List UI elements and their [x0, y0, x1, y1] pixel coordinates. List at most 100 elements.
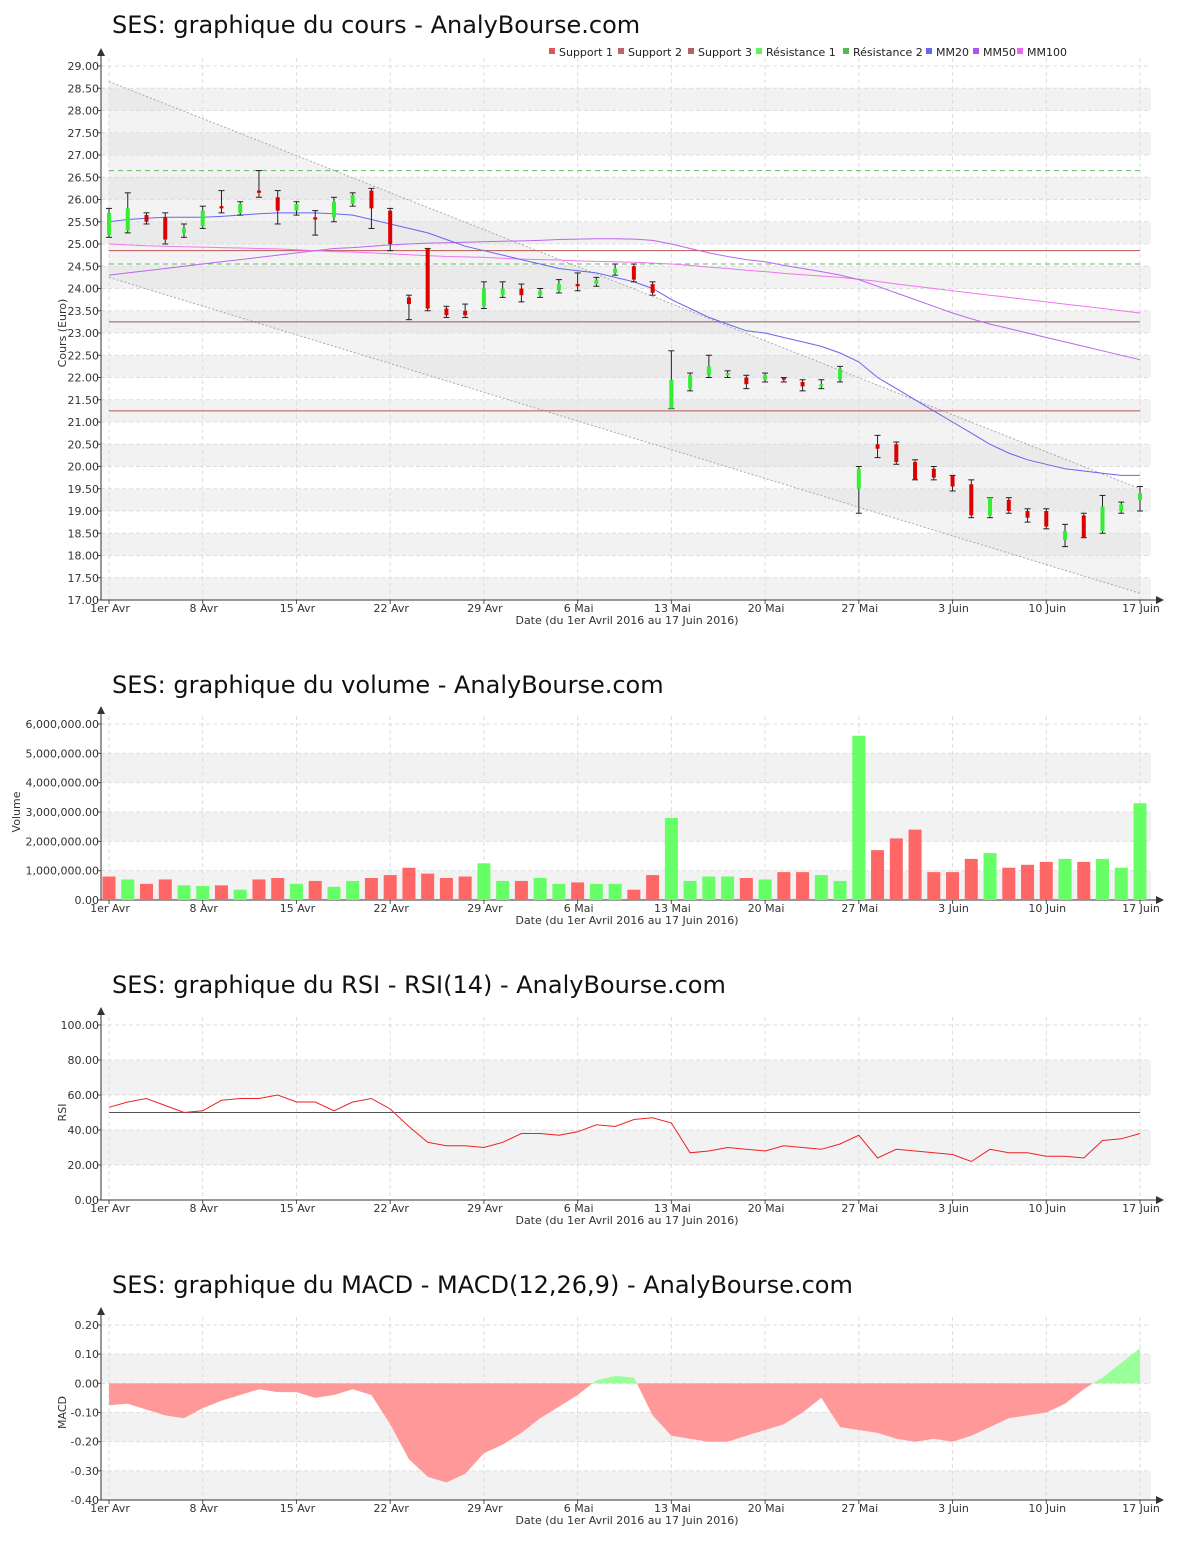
volume-bar [683, 880, 697, 900]
legend-label: Support 2 [628, 46, 682, 59]
candle-body [725, 373, 730, 376]
volume-bar [121, 879, 135, 900]
candle-body [388, 210, 393, 244]
volume-bar [814, 875, 828, 900]
legend-swatch [756, 48, 762, 54]
candle-body [819, 384, 824, 387]
candle-body [650, 284, 655, 293]
volume-bar [364, 878, 378, 900]
price-ytick-label: 22.50 [68, 349, 100, 362]
volume-bar [308, 880, 322, 900]
candle-body [1044, 511, 1049, 527]
volume-bar [983, 853, 997, 900]
volume-chart-title: SES: graphique du volume - AnalyBourse.c… [112, 671, 664, 699]
price-ytick-label: 18.00 [68, 550, 100, 563]
volume-bar [139, 883, 153, 900]
price-ytick-label: 28.00 [68, 105, 100, 118]
price-band [101, 221, 1151, 244]
volume-bar [458, 876, 472, 900]
price-ytick-label: 19.50 [68, 483, 100, 496]
rsi-xtick-label: 8 Avr [190, 1202, 219, 1215]
candle-body [1138, 493, 1142, 500]
rsi-y-axis-arrow [97, 1007, 105, 1015]
volume-bar [383, 875, 397, 900]
legend-label: MM20 [936, 46, 969, 59]
price-xtick-label: 27 Mai [841, 602, 878, 615]
candle-body [144, 215, 149, 222]
trend-channel-upper [108, 81, 1141, 490]
macd-ytick-label: 0.00 [75, 1377, 100, 1390]
legend-label: Résistance 2 [853, 46, 923, 59]
volume-xtick-label: 3 Juin [938, 902, 969, 915]
candle-body [350, 195, 355, 204]
volume-bar [1021, 864, 1035, 900]
price-ytick-label: 17.00 [68, 594, 100, 607]
volume-bar [833, 880, 847, 900]
price-xtick-label: 22 Avr [373, 602, 409, 615]
mm50-line [108, 238, 1141, 361]
volume-xtick-label: 20 Mai [748, 902, 785, 915]
volume-bar [1133, 803, 1147, 900]
candle-body [1025, 511, 1030, 518]
candle-body [706, 366, 711, 376]
volume-bar [664, 817, 678, 900]
macd-positive-area [1093, 1348, 1140, 1384]
candle-body [107, 212, 111, 236]
rsi-xlabel: Date (du 1er Avril 2016 au 17 Juin 2016) [515, 1214, 738, 1227]
volume-bar [796, 872, 810, 900]
price-ytick-label: 25.00 [68, 238, 100, 251]
volume-bar [608, 883, 622, 900]
candle-body [763, 375, 768, 380]
volume-bar [252, 879, 266, 900]
volume-ytick-label: 4,000,000.00 [26, 777, 99, 790]
price-ytick-label: 20.00 [68, 461, 100, 474]
macd-ytick-label: -0.20 [71, 1436, 99, 1449]
volume-bar [646, 875, 660, 900]
macd-xtick-label: 22 Avr [373, 1502, 409, 1515]
price-band [101, 533, 1151, 556]
volume-bar [1114, 867, 1128, 900]
macd-xtick-label: 6 Mai [564, 1502, 594, 1515]
candle-body [181, 228, 186, 233]
price-ytick-label: 21.50 [68, 394, 100, 407]
candle-body [575, 284, 580, 287]
price-ytick-label: 26.50 [68, 171, 100, 184]
volume-bar [721, 876, 735, 900]
volume-bar [496, 880, 510, 900]
volume-bar [177, 885, 191, 900]
volume-bar [214, 885, 228, 900]
candle-body [744, 377, 749, 385]
macd-xtick-label: 20 Mai [748, 1502, 785, 1515]
candle-body [463, 310, 468, 316]
price-xtick-label: 20 Mai [748, 602, 785, 615]
macd-negative-area [636, 1383, 1094, 1442]
candle-body [406, 297, 411, 305]
volume-bar [739, 878, 753, 900]
candle-body [613, 268, 618, 273]
volume-bar [533, 878, 547, 900]
candle-body [894, 444, 899, 463]
volume-bar [889, 838, 903, 900]
price-ytick-label: 22.00 [68, 372, 100, 385]
rsi-xtick-label: 15 Avr [280, 1202, 316, 1215]
price-ytick-label: 24.50 [68, 260, 100, 273]
rsi-xtick-label: 17 Juin [1122, 1202, 1160, 1215]
volume-xtick-label: 10 Juin [1028, 902, 1066, 915]
rsi-chart-title: SES: graphique du RSI - RSI(14) - AnalyB… [112, 971, 726, 999]
price-band [101, 577, 1151, 600]
candle-body [913, 462, 918, 480]
candle-body [425, 248, 430, 309]
macd-xlabel: Date (du 1er Avril 2016 au 17 Juin 2016) [515, 1514, 738, 1527]
price-ytick-label: 20.50 [68, 438, 100, 451]
price-ytick-label: 17.50 [68, 572, 100, 585]
price-band [101, 488, 1151, 511]
volume-ytick-label: 1,000,000.00 [26, 865, 99, 878]
candle-body [1100, 506, 1105, 532]
candle-body [838, 368, 843, 380]
candle-body [238, 203, 243, 213]
macd-ylabel: MACD [56, 1396, 69, 1429]
volume-x-axis-arrow [1156, 896, 1164, 904]
price-ytick-label: 26.00 [68, 194, 100, 207]
